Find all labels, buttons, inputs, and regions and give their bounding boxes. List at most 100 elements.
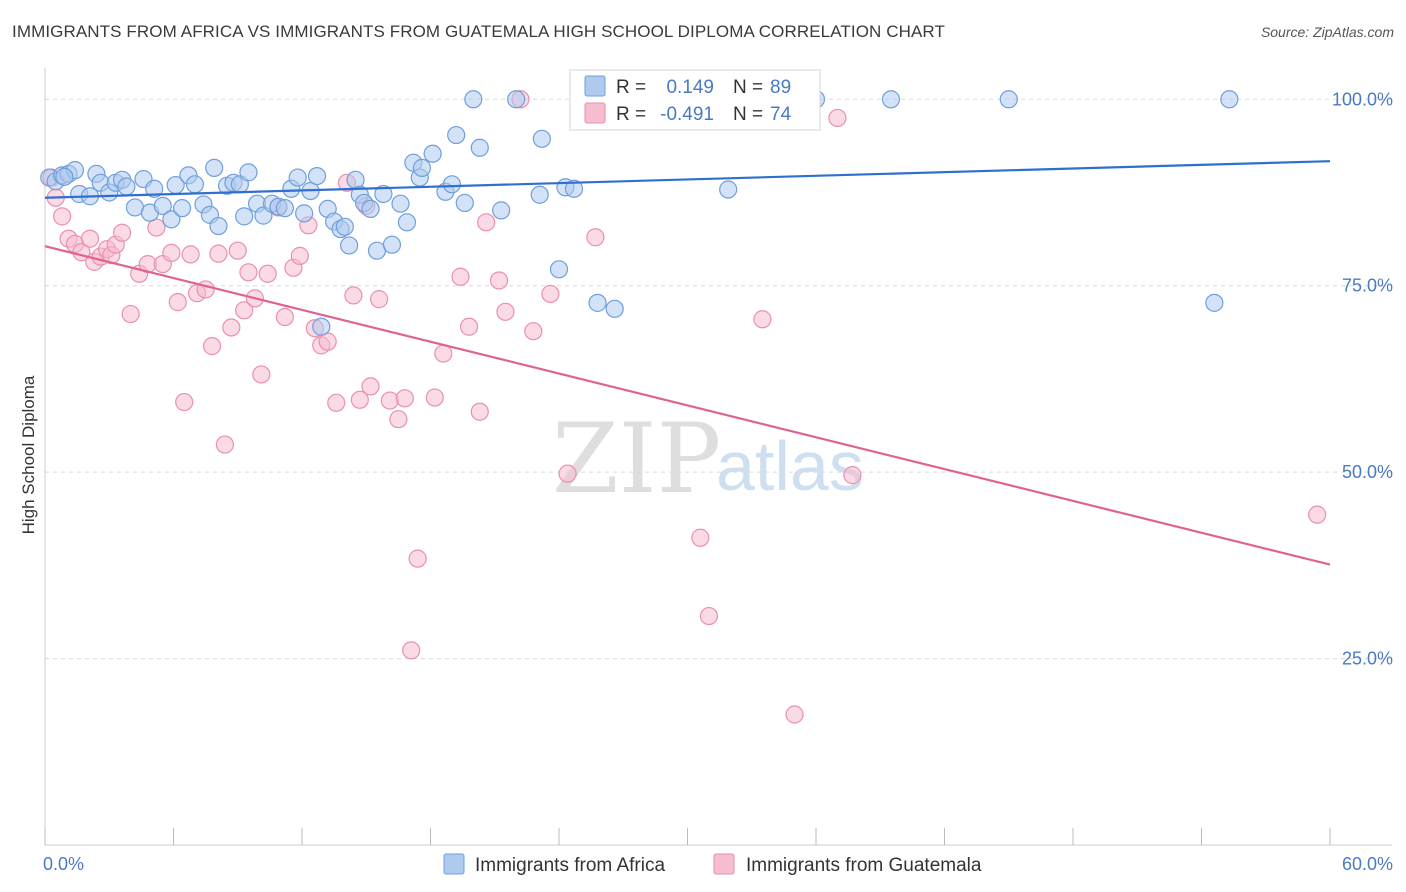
watermark-zip: ZIP [552,403,721,515]
guatemala-point-19 [168,293,187,312]
legend-swatch-guatemala[interactable] [713,853,735,875]
trend-lines [44,160,1331,566]
africa-point-20 [172,199,192,218]
africa-point-31 [239,163,258,182]
guatemala-point-52 [402,641,421,660]
y-axis-label: High School Diploma [19,375,38,534]
africa-point-59 [412,158,432,177]
guatemala-point-12 [112,223,132,242]
series-africa-points [40,90,1239,336]
guatemala-point-24 [202,337,222,356]
guatemala-point-42 [327,393,346,412]
guatemala-point-44 [344,286,363,305]
africa-point-64 [455,193,474,213]
guatemala-point-59 [477,213,496,232]
guatemala-point-72 [843,466,862,485]
africa-point-39 [295,204,314,223]
africa-point-18 [162,210,181,229]
africa-point-16 [145,179,164,198]
stats-legend-box [569,69,821,131]
stats-legend: R = 0.149 N = 89 R = -0.491 N = 74 [569,69,821,131]
africa-point-75 [588,293,607,312]
guatemala-point-65 [558,464,577,483]
africa-point-25 [205,158,224,177]
africa-point-41 [307,166,327,186]
guatemala-point-47 [361,377,380,396]
guatemala-point-27 [222,318,241,337]
guatemala-point-28 [228,241,247,260]
guatemala-point-69 [753,310,772,329]
guatemala-point-20 [175,392,194,412]
africa-point-87 [1220,90,1239,109]
guatemala-point-32 [252,365,271,384]
axes [44,68,1392,846]
africa-point-66 [470,138,489,157]
legend-label-africa[interactable]: Immigrants from Africa [475,855,665,876]
guatemala-point-58 [470,402,489,421]
legend-label-guatemala[interactable]: Immigrants from Guatemala [746,855,982,876]
stats-n-label-africa: N = [733,77,763,98]
africa-point-80 [719,180,738,199]
guatemala-point-70 [785,705,804,724]
africa-point-67 [492,201,511,220]
guatemala-point-60 [489,271,509,290]
stats-n-value-guatemala: 74 [770,104,792,125]
guatemala-point-61 [496,302,515,321]
africa-point-88 [55,167,74,186]
x-tick-label-max: 60.0% [1342,854,1393,874]
guatemala-point-13 [121,304,140,324]
africa-point-86 [1205,293,1224,312]
chart-title: IMMIGRANTS FROM AFRICA VS IMMIGRANTS FRO… [12,22,945,41]
source-credit: Source: ZipAtlas.com [1260,24,1394,40]
africa-trend-line [44,160,1331,199]
stats-swatch-africa [584,75,606,97]
africa-point-48 [346,170,365,189]
africa-point-38 [288,168,307,187]
africa-point-47 [340,236,359,255]
guatemala-point-54 [425,388,444,407]
guatemala-point-26 [215,435,234,454]
stats-r-value-africa: 0.149 [666,77,714,98]
series-legend: Immigrants from Africa Immigrants from G… [443,853,982,876]
stats-r-label-africa: R = [616,77,646,98]
stats-r-value-guatemala: -0.491 [660,104,714,125]
africa-point-55 [391,194,410,213]
africa-point-12 [117,177,136,196]
guatemala-point-50 [389,410,408,429]
africa-point-65 [464,90,483,109]
stats-n-label-guatemala: N = [733,104,763,125]
y-tick-labels: 100.0% 75.0% 50.0% 25.0% [1332,89,1393,668]
guatemala-point-73 [1308,505,1327,524]
stats-r-label-guatemala: R = [616,104,646,125]
africa-point-68 [507,90,526,109]
guatemala-point-2 [53,207,72,226]
guatemala-trend-line [44,245,1331,566]
guatemala-point-6 [80,229,100,248]
africa-point-36 [275,199,294,218]
guatemala-point-33 [258,264,277,283]
guatemala-point-25 [209,244,228,263]
guatemala-point-35 [275,307,294,327]
guatemala-point-68 [699,606,719,626]
africa-point-30 [235,207,254,226]
africa-point-63 [447,125,466,145]
africa-point-76 [605,299,624,318]
legend-swatch-africa[interactable] [443,853,465,875]
y-tick-label-0: 100.0% [1332,89,1393,109]
africa-point-69 [530,185,549,204]
africa-point-42 [312,317,331,336]
guatemala-point-45 [350,390,369,409]
africa-point-70 [532,129,551,148]
watermark: ZIP atlas [552,403,864,515]
y-tick-label-2: 50.0% [1342,462,1393,482]
africa-point-85 [999,90,1018,109]
guatemala-point-66 [586,228,605,247]
guatemala-point-56 [451,267,470,286]
x-tick-label-min: 0.0% [43,854,84,874]
guatemala-point-37 [290,246,309,265]
guatemala-point-18 [162,243,181,263]
africa-point-22 [185,175,205,194]
guatemala-point-57 [459,317,479,336]
africa-point-17 [153,196,172,216]
guatemala-point-64 [541,284,560,304]
